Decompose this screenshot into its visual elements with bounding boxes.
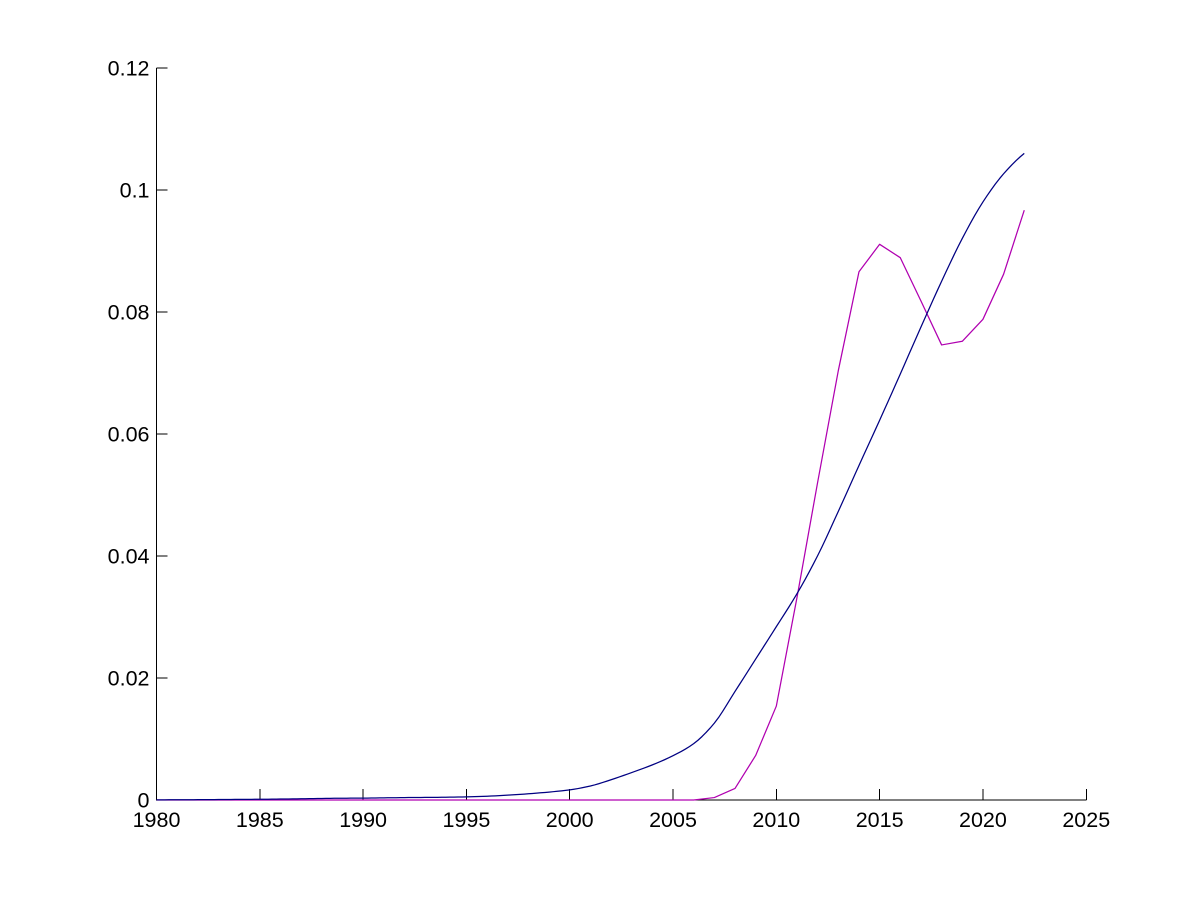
svg-text:1995: 1995 <box>442 808 490 832</box>
svg-text:2020: 2020 <box>959 808 1007 832</box>
svg-text:1980: 1980 <box>133 808 181 832</box>
svg-text:2015: 2015 <box>856 808 904 832</box>
svg-text:1985: 1985 <box>236 808 284 832</box>
svg-text:0.1: 0.1 <box>120 179 150 203</box>
svg-text:0: 0 <box>138 789 150 813</box>
svg-text:0.12: 0.12 <box>108 57 150 81</box>
svg-text:2005: 2005 <box>649 808 697 832</box>
svg-text:0.06: 0.06 <box>108 423 150 447</box>
svg-text:0.04: 0.04 <box>108 545 150 569</box>
svg-text:0.08: 0.08 <box>108 301 150 325</box>
svg-text:1990: 1990 <box>339 808 387 832</box>
svg-text:2010: 2010 <box>752 808 800 832</box>
svg-text:2000: 2000 <box>546 808 594 832</box>
svg-text:0.02: 0.02 <box>108 667 150 691</box>
svg-text:2025: 2025 <box>1062 808 1110 832</box>
